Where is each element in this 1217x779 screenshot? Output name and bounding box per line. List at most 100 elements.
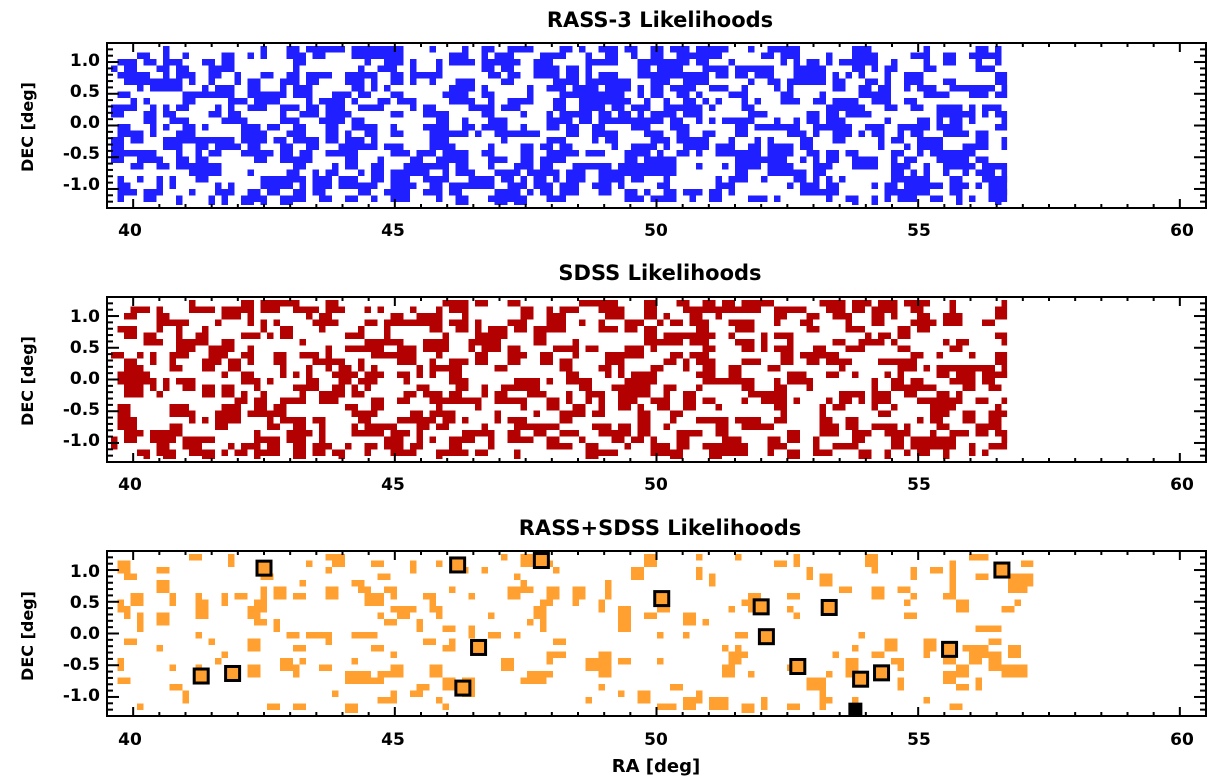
likelihood-pixel [501, 156, 508, 163]
likelihood-pixel [904, 85, 911, 92]
likelihood-pixel [819, 404, 826, 417]
likelihood-pixel [514, 417, 527, 424]
likelihood-pixel [728, 117, 742, 124]
likelihood-pixel [956, 182, 969, 189]
likelihood-pixel [670, 358, 677, 365]
likelihood-pixel [221, 593, 228, 606]
likelihood-pixel [975, 143, 982, 150]
likelihood-pixel [546, 404, 553, 411]
likelihood-pixel [176, 365, 183, 372]
likelihood-pixel [176, 339, 189, 346]
cluster-open-square [653, 590, 671, 608]
likelihood-pixel [546, 65, 560, 79]
cluster-open-square [852, 670, 870, 688]
likelihood-pixel [293, 664, 300, 678]
likelihood-pixel [663, 59, 677, 66]
likelihood-pixel [605, 169, 618, 183]
likelihood-pixel [884, 423, 898, 437]
likelihood-pixel [410, 410, 423, 417]
likelihood-pixel [774, 195, 781, 202]
likelihood-pixel [312, 417, 326, 424]
likelihood-pixel [702, 371, 716, 378]
likelihood-pixel [377, 697, 391, 704]
likelihood-pixel [501, 65, 508, 72]
likelihood-pixel [449, 156, 456, 163]
likelihood-pixel [260, 72, 274, 79]
likelihood-pixel [566, 391, 573, 404]
likelihood-pixel [358, 378, 365, 385]
likelihood-pixel [949, 378, 963, 385]
likelihood-pixel [878, 98, 891, 105]
likelihood-pixel [728, 137, 735, 144]
likelihood-pixel [130, 189, 137, 196]
likelihood-pixel [702, 345, 716, 352]
likelihood-pixel [793, 169, 807, 176]
likelihood-pixel [221, 449, 228, 456]
likelihood-pixel [663, 169, 677, 176]
likelihood-pixel [943, 156, 956, 170]
likelihood-pixel [436, 306, 443, 313]
likelihood-pixel [494, 339, 501, 352]
likelihood-pixel [962, 339, 969, 346]
likelihood-pixel [514, 352, 521, 359]
likelihood-pixel [156, 436, 170, 443]
likelihood-pixel [969, 410, 976, 424]
likelihood-pixel [527, 586, 534, 593]
likelihood-pixel [416, 684, 430, 691]
likelihood-pixel [702, 306, 709, 313]
likelihood-pixel [156, 306, 163, 313]
likelihood-pixel [995, 124, 1008, 131]
likelihood-pixel [702, 378, 709, 385]
likelihood-pixel [917, 182, 924, 189]
likelihood-pixel [436, 339, 449, 346]
likelihood-pixel [969, 104, 976, 111]
likelihood-pixel [819, 449, 833, 456]
likelihood-pixel [878, 306, 891, 313]
likelihood-pixel [618, 384, 625, 398]
likelihood-pixel [774, 397, 781, 411]
likelihood-pixel [767, 52, 774, 59]
likelihood-pixel [735, 65, 742, 72]
likelihood-pixel [1001, 436, 1008, 450]
likelihood-pixel [566, 306, 579, 313]
likelihood-pixel [520, 352, 527, 359]
likelihood-pixel [410, 306, 417, 313]
likelihood-pixel [683, 104, 690, 111]
likelihood-pixel [845, 345, 859, 352]
likelihood-pixel [514, 189, 521, 196]
likelihood-pixel [436, 156, 449, 170]
likelihood-pixel [852, 391, 865, 398]
likelihood-pixel [189, 72, 196, 85]
likelihood-pixel [793, 612, 800, 619]
likelihood-pixel [202, 436, 215, 443]
likelihood-pixel [423, 593, 436, 600]
x-tick-label-40: 40 [118, 221, 142, 241]
likelihood-pixel [891, 156, 898, 163]
likelihood-pixel [423, 124, 430, 131]
y-tick-label--0.5: -0.5 [63, 400, 100, 420]
likelihood-pixel [293, 91, 300, 98]
likelihood-pixel [247, 52, 254, 59]
likelihood-pixel [826, 358, 839, 365]
likelihood-pixel [910, 52, 924, 59]
likelihood-pixel [923, 176, 930, 183]
likelihood-pixel [397, 189, 410, 202]
likelihood-pixel [403, 352, 417, 359]
likelihood-pixel [494, 169, 501, 176]
likelihood-pixel [553, 638, 566, 645]
likelihood-pixel [195, 436, 202, 443]
likelihood-pixel [592, 423, 599, 430]
likelihood-pixel [559, 306, 566, 320]
likelihood-pixel [956, 664, 969, 678]
likelihood-pixel [371, 182, 378, 189]
likelihood-pixel [559, 195, 566, 202]
likelihood-pixel [618, 619, 631, 632]
likelihood-pixel [462, 358, 469, 365]
likelihood-pixel [585, 391, 592, 398]
likelihood-pixel [936, 410, 950, 417]
likelihood-pixel [865, 59, 872, 66]
likelihood-pixel [137, 703, 144, 710]
likelihood-pixel [722, 163, 729, 170]
likelihood-pixel [871, 560, 878, 574]
likelihood-pixel [598, 182, 612, 196]
